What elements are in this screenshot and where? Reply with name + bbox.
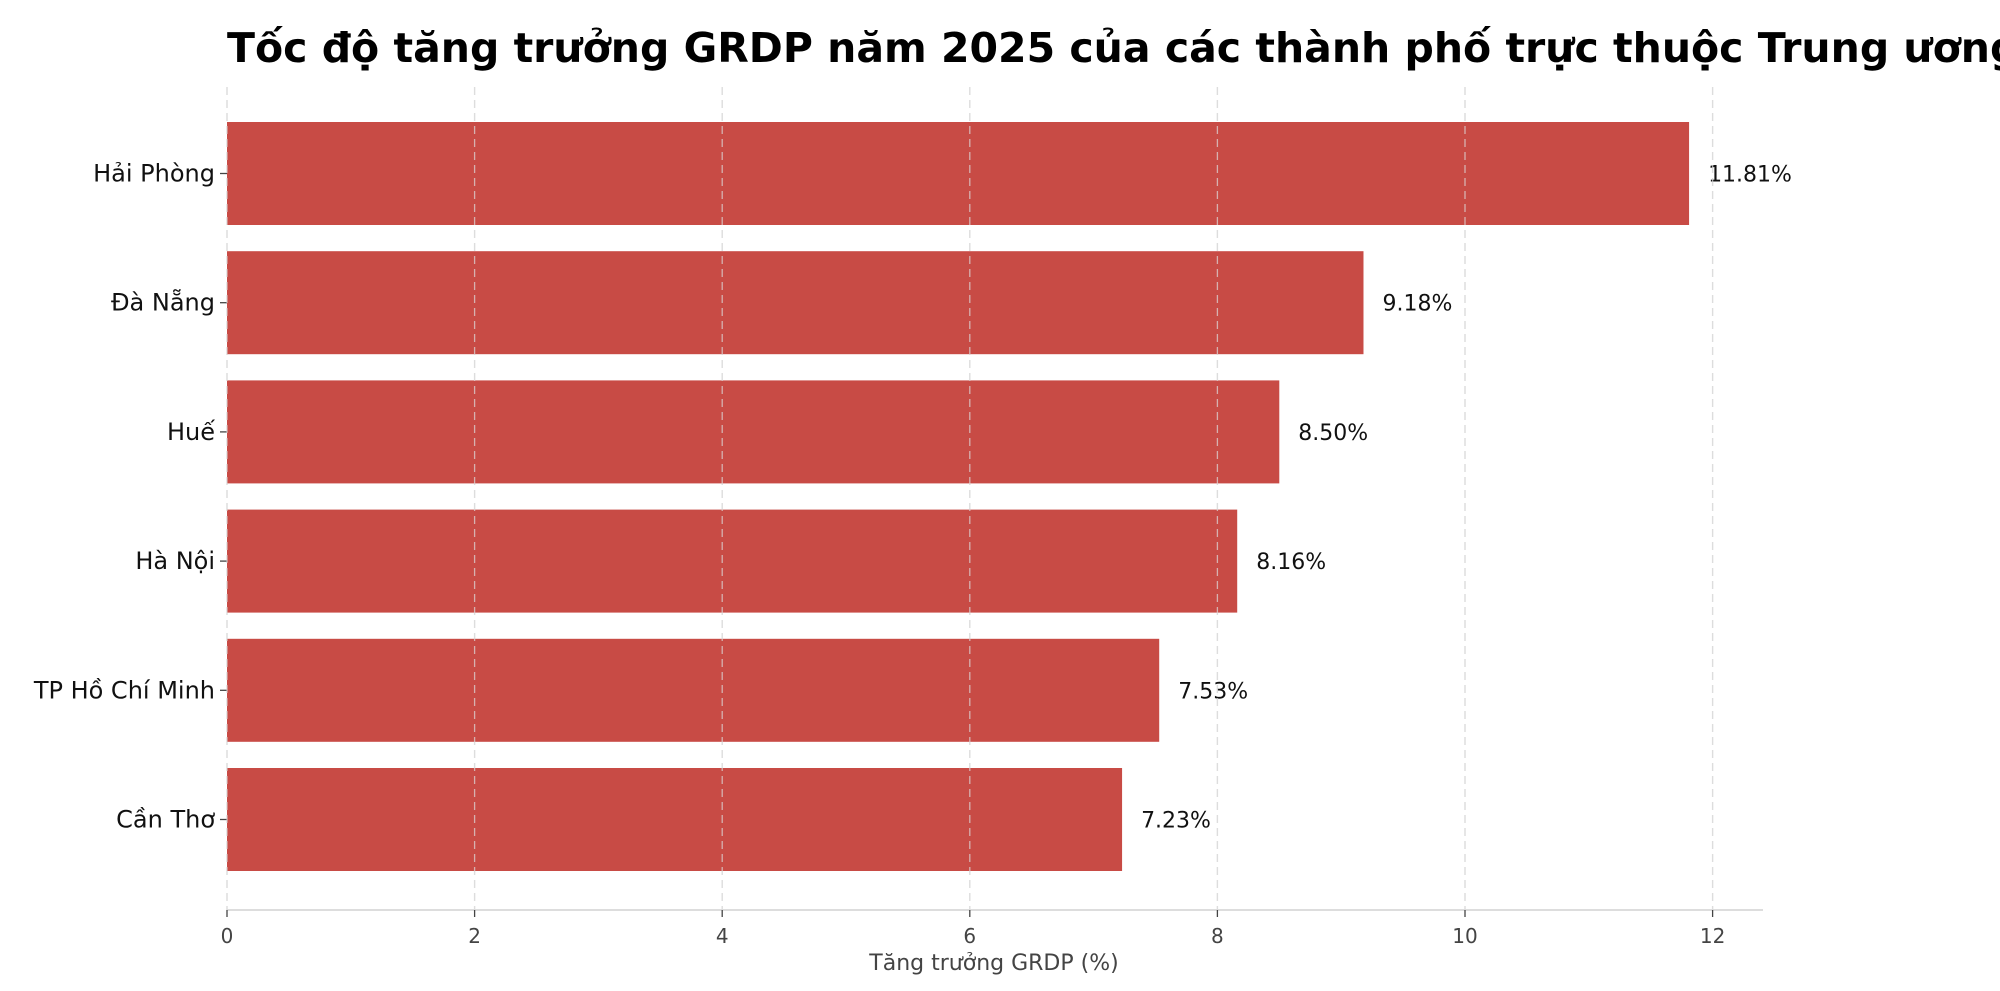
- bar: [227, 638, 1160, 742]
- x-tick-label: 10: [1452, 924, 1477, 948]
- x-tick-label: 0: [221, 924, 234, 948]
- bar: [227, 251, 1364, 355]
- bars: Hải Phòng 11.81% Đà Nẵng 9.18% Huế 8.50% Hà Nộ…: [33, 122, 1792, 871]
- bar: [227, 380, 1280, 484]
- category-label: Huế: [167, 418, 215, 446]
- category-label: TP Hồ Chí Minh: [33, 676, 215, 704]
- bar: [227, 122, 1690, 225]
- data-label: 8.50%: [1298, 421, 1368, 446]
- x-axis-label: Tăng trưởng GRDP (%): [868, 951, 1118, 976]
- category-label: Hải Phòng: [93, 160, 215, 188]
- x-ticks: 0 2 4 6 8 10 12: [221, 910, 1725, 948]
- data-label: 7.23%: [1141, 809, 1211, 834]
- data-label: 8.16%: [1256, 550, 1326, 575]
- x-tick-label: 12: [1700, 924, 1725, 948]
- x-tick-label: 6: [963, 924, 976, 948]
- category-label: Đà Nẵng: [111, 288, 215, 317]
- bar: [227, 509, 1238, 613]
- category-label: Hà Nội: [135, 547, 215, 575]
- x-tick-label: 4: [716, 924, 729, 948]
- category-label: Cần Thơ: [116, 806, 215, 834]
- grid: [226, 87, 1714, 910]
- data-label: 9.18%: [1382, 292, 1452, 317]
- data-label: 11.81%: [1708, 163, 1792, 188]
- chart-title: Tốc độ tăng trưởng GRDP năm 2025 của các…: [227, 24, 2000, 72]
- data-label: 7.53%: [1178, 679, 1248, 704]
- x-tick-label: 8: [1211, 924, 1224, 948]
- bar: [227, 768, 1123, 871]
- x-tick-label: 2: [468, 924, 481, 948]
